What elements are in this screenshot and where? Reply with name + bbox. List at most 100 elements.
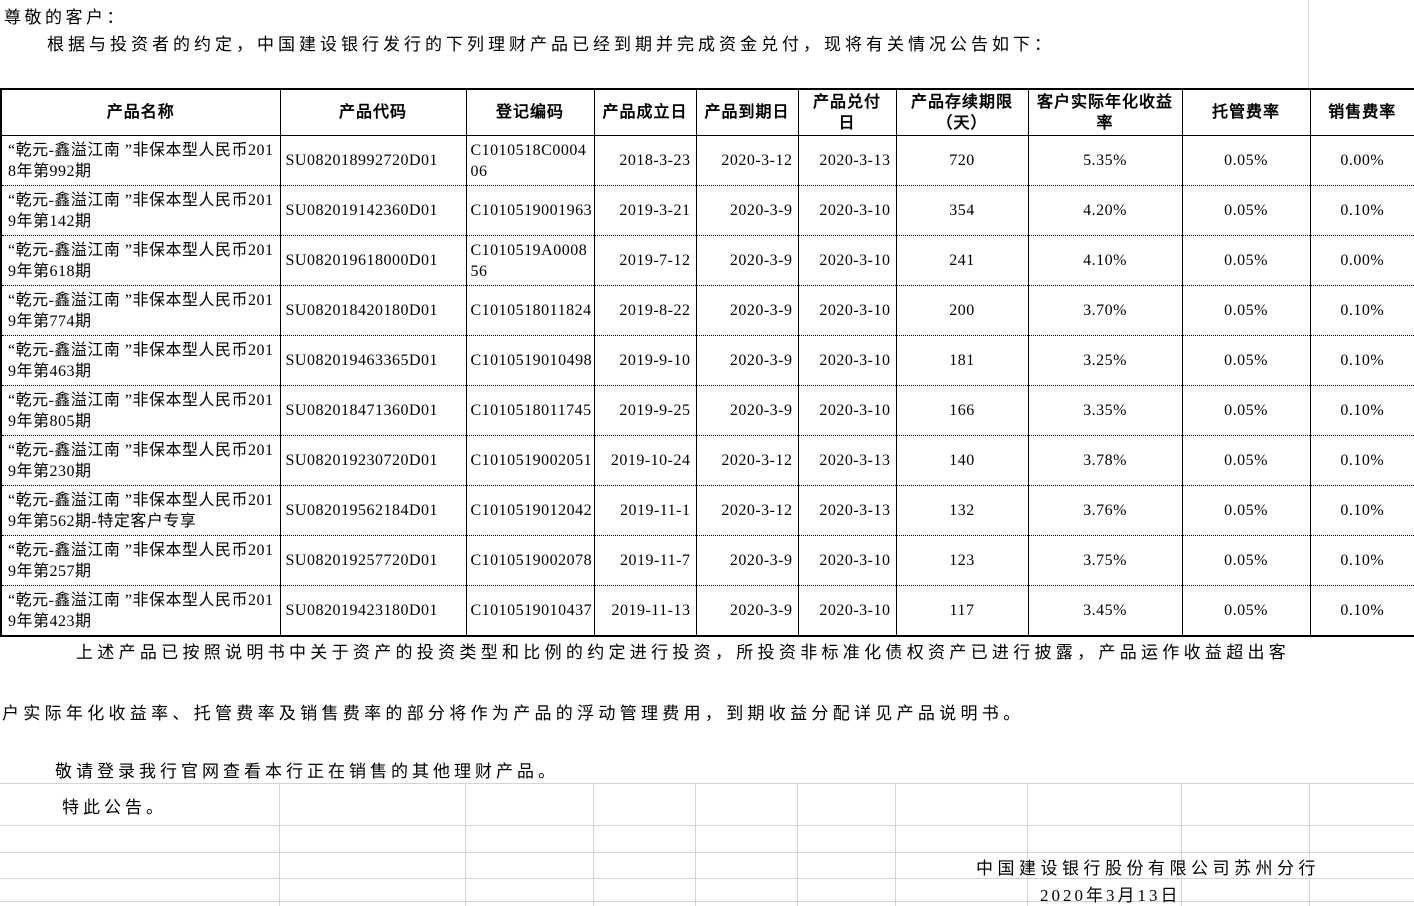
cell-registration-code: C1010519010437 — [465, 585, 595, 636]
cell-payment-date: 2020-3-13 — [797, 485, 897, 536]
cell-product-name: “乾元-鑫溢江南 ”非保本型人民币2019年第423期 — [0, 585, 281, 636]
cell-custody-fee-rate: 0.05% — [1181, 235, 1311, 286]
cell-sales-fee-rate: 0.10% — [1309, 185, 1414, 236]
table-row: “乾元-鑫溢江南 ”非保本型人民币2019年第142期 SU08201914236… — [0, 185, 1414, 236]
disclosure-paragraph-line2: 户实际年化收益率、托管费率及销售费率的部分将作为产品的浮动管理费用，到期收益分配… — [2, 704, 1025, 723]
cell-establish-date: 2019-11-13 — [593, 585, 697, 636]
cell-product-code: SU082019463365D01 — [279, 335, 467, 386]
cell-maturity-date: 2020-3-9 — [695, 335, 799, 386]
spreadsheet-gridline-vertical — [593, 783, 594, 906]
greeting-line: 尊敬的客户： — [4, 8, 127, 27]
column-header-registration-code: 登记编码 — [465, 88, 595, 136]
cell-registration-code: C1010519002078 — [465, 535, 595, 586]
cell-duration-days: 132 — [895, 485, 1029, 536]
announcement-date: 2020年3月13日 — [1040, 886, 1181, 905]
table-row: “乾元-鑫溢江南 ”非保本型人民币2019年第774期 SU08201842018… — [0, 285, 1414, 336]
cell-actual-annualized-yield: 3.35% — [1027, 385, 1183, 436]
cell-duration-days: 181 — [895, 335, 1029, 386]
cell-custody-fee-rate: 0.05% — [1181, 535, 1311, 586]
cell-actual-annualized-yield: 5.35% — [1027, 135, 1183, 186]
cell-custody-fee-rate: 0.05% — [1181, 585, 1311, 636]
cell-duration-days: 140 — [895, 435, 1029, 486]
cell-duration-days: 241 — [895, 235, 1029, 286]
table-row: “乾元-鑫溢江南 ”非保本型人民币2019年第257期 SU08201925772… — [0, 535, 1414, 586]
cell-product-code: SU082019230720D01 — [279, 435, 467, 486]
column-header-actual-annualized-yield: 客户实际年化收益率 — [1027, 88, 1183, 136]
cell-maturity-date: 2020-3-12 — [695, 135, 799, 186]
spreadsheet-gridline-vertical — [797, 783, 798, 906]
spreadsheet-gridline-horizontal — [0, 825, 1414, 826]
cell-payment-date: 2020-3-13 — [797, 435, 897, 486]
spreadsheet-gridline-vertical — [465, 783, 466, 906]
cell-establish-date: 2019-8-22 — [593, 285, 697, 336]
cell-product-name: “乾元-鑫溢江南 ”非保本型人民币2019年第257期 — [0, 535, 281, 586]
table-row: “乾元-鑫溢江南 ”非保本型人民币2019年第230期 SU08201923072… — [0, 435, 1414, 486]
cell-sales-fee-rate: 0.00% — [1309, 235, 1414, 286]
disclosure-paragraph-line1: 上述产品已按照说明书中关于资产的投资类型和比例的约定进行投资，所投资非标准化债权… — [76, 643, 1291, 662]
cell-sales-fee-rate: 0.10% — [1309, 385, 1414, 436]
cell-product-code: SU082019142360D01 — [279, 185, 467, 236]
cell-actual-annualized-yield: 4.10% — [1027, 235, 1183, 286]
table-body: “乾元-鑫溢江南 ”非保本型人民币2018年第992期 SU08201899272… — [0, 135, 1414, 636]
cell-actual-annualized-yield: 3.45% — [1027, 585, 1183, 636]
cell-product-code: SU082019423180D01 — [279, 585, 467, 636]
spreadsheet-gridline-horizontal — [0, 783, 1414, 784]
cell-duration-days: 117 — [895, 585, 1029, 636]
issuer-signature: 中国建设银行股份有限公司苏州分行 — [976, 859, 1320, 878]
cell-custody-fee-rate: 0.05% — [1181, 135, 1311, 186]
cell-maturity-date: 2020-3-9 — [695, 385, 799, 436]
cell-establish-date: 2018-3-23 — [593, 135, 697, 186]
cell-custody-fee-rate: 0.05% — [1181, 335, 1311, 386]
cell-registration-code: C1010518C000406 — [465, 135, 595, 186]
cell-product-code: SU082018471360D01 — [279, 385, 467, 436]
cell-maturity-date: 2020-3-9 — [695, 235, 799, 286]
spreadsheet-gridline-horizontal — [0, 878, 1414, 879]
column-header-product-code: 产品代码 — [279, 88, 467, 136]
cell-payment-date: 2020-3-10 — [797, 585, 897, 636]
cell-payment-date: 2020-3-10 — [797, 235, 897, 286]
cell-product-code: SU082018420180D01 — [279, 285, 467, 336]
table-row: “乾元-鑫溢江南 ”非保本型人民币2019年第618期 SU08201961800… — [0, 235, 1414, 286]
spreadsheet-gridline-vertical — [1027, 783, 1028, 906]
cell-product-name: “乾元-鑫溢江南 ”非保本型人民币2018年第992期 — [0, 135, 281, 186]
closing-line: 特此公告。 — [62, 798, 167, 817]
cell-payment-date: 2020-3-10 — [797, 285, 897, 336]
cell-sales-fee-rate: 0.10% — [1309, 285, 1414, 336]
spreadsheet-gridline-vertical — [1308, 0, 1309, 88]
cell-custody-fee-rate: 0.05% — [1181, 435, 1311, 486]
cell-custody-fee-rate: 0.05% — [1181, 385, 1311, 436]
cell-establish-date: 2019-3-21 — [593, 185, 697, 236]
matured-products-table: 产品名称 产品代码 登记编码 产品成立日 产品到期日 产品兑付日 产品存续期限（天） 客户实际… — [0, 88, 1414, 637]
cell-payment-date: 2020-3-10 — [797, 385, 897, 436]
spreadsheet-gridline-horizontal — [0, 901, 1414, 902]
cell-sales-fee-rate: 0.00% — [1309, 135, 1414, 186]
cell-actual-annualized-yield: 3.75% — [1027, 535, 1183, 586]
website-note-line: 敬请登录我行官网查看本行正在销售的其他理财产品。 — [55, 762, 559, 781]
cell-actual-annualized-yield: 4.20% — [1027, 185, 1183, 236]
cell-registration-code: C1010519002051 — [465, 435, 595, 486]
table-row: “乾元-鑫溢江南 ”非保本型人民币2019年第562期-特定客户专享 SU0820… — [0, 485, 1414, 536]
cell-custody-fee-rate: 0.05% — [1181, 285, 1311, 336]
cell-product-name: “乾元-鑫溢江南 ”非保本型人民币2019年第805期 — [0, 385, 281, 436]
cell-maturity-date: 2020-3-12 — [695, 485, 799, 536]
table-row: “乾元-鑫溢江南 ”非保本型人民币2018年第992期 SU08201899272… — [0, 135, 1414, 186]
cell-payment-date: 2020-3-10 — [797, 185, 897, 236]
spreadsheet-gridline-vertical — [895, 783, 896, 906]
cell-maturity-date: 2020-3-9 — [695, 535, 799, 586]
table-row: “乾元-鑫溢江南 ”非保本型人民币2019年第805期 SU08201847136… — [0, 385, 1414, 436]
cell-sales-fee-rate: 0.10% — [1309, 435, 1414, 486]
cell-duration-days: 123 — [895, 535, 1029, 586]
cell-product-code: SU082019562184D01 — [279, 485, 467, 536]
column-header-custody-fee-rate: 托管费率 — [1181, 88, 1311, 136]
cell-establish-date: 2019-9-25 — [593, 385, 697, 436]
cell-actual-annualized-yield: 3.25% — [1027, 335, 1183, 386]
cell-establish-date: 2019-11-1 — [593, 485, 697, 536]
cell-duration-days: 166 — [895, 385, 1029, 436]
cell-product-name: “乾元-鑫溢江南 ”非保本型人民币2019年第142期 — [0, 185, 281, 236]
cell-actual-annualized-yield: 3.70% — [1027, 285, 1183, 336]
cell-sales-fee-rate: 0.10% — [1309, 485, 1414, 536]
spreadsheet-gridline-vertical — [279, 783, 280, 906]
cell-maturity-date: 2020-3-12 — [695, 435, 799, 486]
cell-registration-code: C1010518011824 — [465, 285, 595, 336]
